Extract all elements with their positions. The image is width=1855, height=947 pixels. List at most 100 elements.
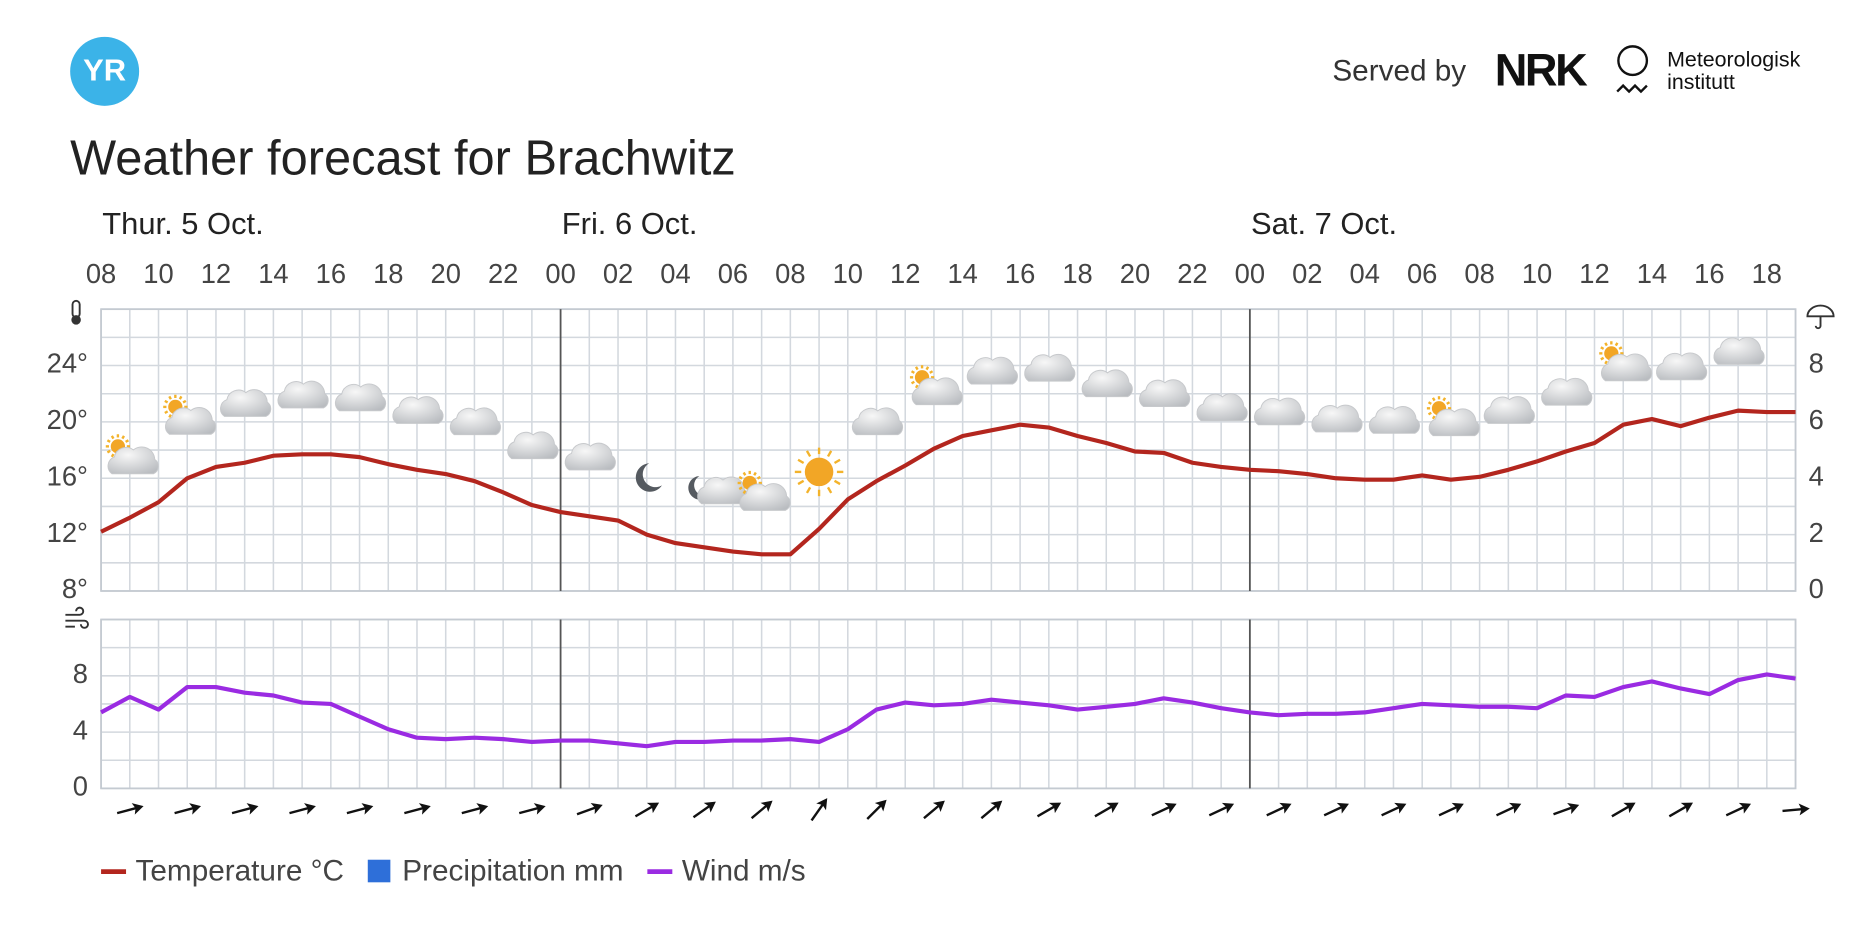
logo-text: YR xyxy=(83,53,126,88)
sun-ray xyxy=(1600,356,1605,361)
weather-icon xyxy=(635,463,662,492)
weather-icon xyxy=(909,365,963,406)
weather-icon xyxy=(851,407,904,436)
wind-arrow xyxy=(810,798,828,822)
wind-arrow xyxy=(1725,802,1752,817)
sun-ray xyxy=(797,458,805,465)
cloud xyxy=(1600,353,1653,382)
cloud xyxy=(1081,369,1133,398)
sun-ray xyxy=(833,479,841,486)
wind-arrow xyxy=(1094,802,1119,818)
hour-label: 12 xyxy=(890,258,920,289)
cloud xyxy=(1656,352,1708,381)
wind-arrow xyxy=(231,803,259,815)
wind-arrow xyxy=(1438,802,1464,817)
wind-arrow xyxy=(174,803,202,815)
sun-ray xyxy=(106,449,111,454)
weather-icon xyxy=(737,470,791,511)
hour-label: 14 xyxy=(258,258,288,289)
sun-ray xyxy=(1614,342,1619,347)
sun-ray xyxy=(805,450,812,458)
weather-icon xyxy=(1196,393,1248,422)
wind-arrow-head xyxy=(1221,802,1235,814)
weather-icon xyxy=(1483,396,1535,424)
hour-label: 10 xyxy=(1522,258,1552,289)
weather-icon xyxy=(1368,406,1420,434)
legend-swatch xyxy=(367,859,391,883)
weather-icon xyxy=(277,380,329,409)
sun-ray xyxy=(168,414,172,419)
wind-arrow-head xyxy=(1738,802,1752,814)
wind-arrow-head xyxy=(1623,802,1636,814)
sun-ray xyxy=(1618,346,1623,350)
wind-arrow-head xyxy=(760,800,773,813)
wind-icon xyxy=(65,606,89,629)
wind-arrow xyxy=(404,803,431,815)
hour-label: 04 xyxy=(1350,258,1380,289)
cloud xyxy=(1428,408,1480,437)
moon xyxy=(688,475,711,500)
wind-arrow-head xyxy=(1279,802,1292,814)
wind-arrow xyxy=(1266,802,1292,817)
met-logo xyxy=(1617,45,1649,77)
umbrella-icon xyxy=(1806,304,1835,330)
sun-ray xyxy=(110,453,115,458)
day-label: Sat. 7 Oct. xyxy=(1251,206,1397,241)
weather-icon xyxy=(688,475,749,505)
cloud xyxy=(449,407,501,436)
weather-icon xyxy=(163,394,217,435)
wind-arrow xyxy=(1611,802,1636,818)
y2-tick-label: 8 xyxy=(1809,348,1824,379)
wind-arrow-head xyxy=(1106,802,1119,814)
hour-label: 00 xyxy=(1235,258,1265,289)
wind-arrow-head xyxy=(1680,802,1694,814)
weather-icon xyxy=(220,389,272,417)
cloud xyxy=(1311,404,1363,433)
cloud xyxy=(392,396,444,424)
cloud xyxy=(507,431,559,460)
wind-arrow-head xyxy=(189,803,202,815)
sun-ray xyxy=(121,435,125,440)
day-label: Thur. 5 Oct. xyxy=(102,206,263,241)
cloud xyxy=(1713,336,1765,365)
sun-ray xyxy=(1604,360,1608,365)
hour-label: 20 xyxy=(431,258,461,289)
wind-arrow-head xyxy=(1394,802,1407,814)
wind-arrow-head xyxy=(476,803,489,815)
hour-label: 04 xyxy=(660,258,690,289)
sun-ray xyxy=(742,490,747,495)
sun-ray xyxy=(182,399,187,404)
weather-icon xyxy=(1541,377,1593,406)
cloud xyxy=(1541,377,1593,406)
cloud xyxy=(1024,353,1076,382)
sun-ray xyxy=(1431,415,1436,420)
cloud xyxy=(966,356,1018,385)
sun-ray xyxy=(164,410,169,415)
hour-label: 20 xyxy=(1120,258,1150,289)
sun-ray xyxy=(929,370,934,374)
wind-arrow xyxy=(1668,802,1694,818)
hour-label: 16 xyxy=(1694,258,1724,289)
sun-ray xyxy=(738,475,743,480)
wind-tick-label: 4 xyxy=(73,714,88,745)
nrk-logo: NRK xyxy=(1495,45,1588,96)
hour-label: 18 xyxy=(373,258,403,289)
logo-circle xyxy=(70,36,140,106)
cloud xyxy=(911,377,963,406)
sun-ray xyxy=(742,471,747,476)
wind-arrow-head xyxy=(1164,802,1177,814)
y-tick-label: 24° xyxy=(47,348,88,379)
weather-icon xyxy=(1139,379,1191,407)
cloud xyxy=(334,383,387,412)
wind-arrow-head xyxy=(418,803,431,815)
sun-ray xyxy=(164,399,169,404)
sun-ray xyxy=(738,486,743,491)
met-name: institutt xyxy=(1667,70,1735,94)
sun-ray xyxy=(826,486,833,494)
sun-ray xyxy=(168,395,172,400)
wind-arrow xyxy=(576,802,603,816)
sun-ray xyxy=(805,486,812,494)
sun-ray xyxy=(797,479,805,486)
